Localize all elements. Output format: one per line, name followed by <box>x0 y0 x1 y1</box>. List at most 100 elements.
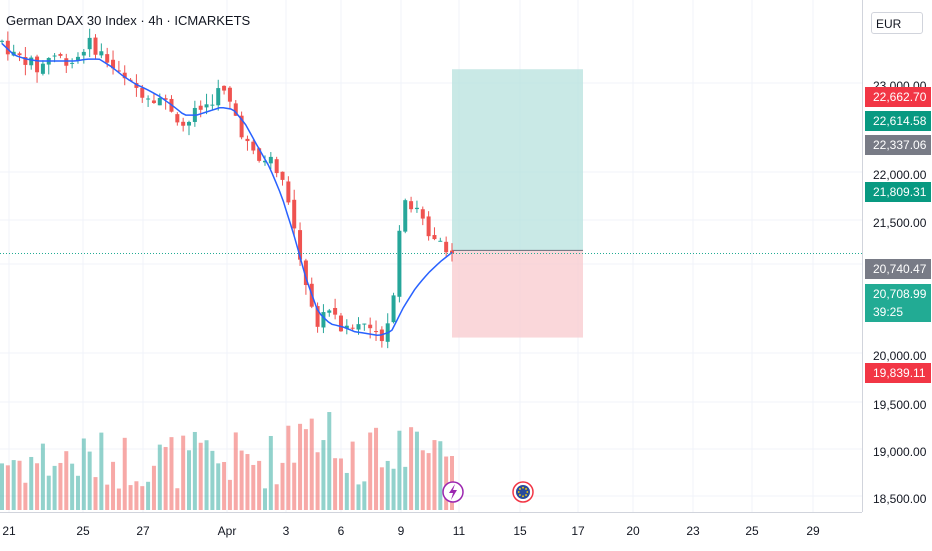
candle <box>268 152 273 170</box>
time-tick: 29 <box>806 524 820 538</box>
candle <box>362 323 367 331</box>
volume-bar <box>70 463 75 510</box>
candle <box>175 112 180 126</box>
volume-bar <box>327 412 332 510</box>
candle-body <box>134 83 139 88</box>
candle-body <box>432 235 437 240</box>
chart-title: German DAX 30 Index · 4h · ICMARKETS <box>6 13 251 28</box>
candle-body <box>233 103 238 116</box>
candle <box>99 43 104 59</box>
candle-body <box>111 59 116 69</box>
candle-body <box>444 241 449 253</box>
volume-bar <box>227 479 232 510</box>
volume-bar <box>40 443 45 510</box>
volume-bar <box>309 418 314 510</box>
volume-bar <box>75 475 80 510</box>
candle-body <box>222 85 227 91</box>
candle <box>5 31 10 61</box>
currency-selector[interactable]: EUR <box>871 12 923 34</box>
volume-bar <box>362 481 367 510</box>
candle-body <box>391 295 396 323</box>
volume-bar <box>111 461 116 510</box>
candle-body <box>362 323 367 325</box>
volume-bar <box>163 446 168 510</box>
candle-body <box>99 51 104 56</box>
candle-body <box>414 207 419 210</box>
volume-bar <box>292 462 297 510</box>
candle <box>403 198 408 234</box>
candle-body <box>0 40 4 42</box>
volume-bar <box>175 488 180 510</box>
chart-area[interactable]: German DAX 30 Index · 4h · ICMARKETS <box>0 0 862 512</box>
candle <box>397 225 402 303</box>
time-tick: 11 <box>452 524 466 538</box>
volume-bar <box>210 450 215 510</box>
volume-bar <box>0 463 4 510</box>
candle-body <box>70 62 75 64</box>
candle <box>87 28 92 58</box>
time-tick: 23 <box>686 524 700 538</box>
event-markers <box>442 481 534 503</box>
volume-bar <box>23 482 28 510</box>
time-tick: 27 <box>136 524 150 538</box>
volume-bar <box>151 465 156 510</box>
candle <box>251 139 256 155</box>
candle-body <box>420 209 425 219</box>
candle <box>75 52 80 64</box>
candle <box>210 94 215 111</box>
stop-zone <box>452 250 583 338</box>
candle <box>385 313 390 349</box>
volume-bar <box>338 458 343 510</box>
candle <box>187 120 192 136</box>
price-tick: 18,500.00 <box>873 492 927 506</box>
candle <box>204 93 209 115</box>
candle-body <box>251 141 256 151</box>
candle <box>111 50 116 75</box>
time-axis[interactable]: 21 25 27 Apr 3 6 9 11 15 17 20 23 25 29 <box>0 512 862 551</box>
candle-body <box>350 327 355 329</box>
volume-bar <box>397 430 402 510</box>
volume-bar <box>274 484 279 510</box>
volume-bar <box>344 472 349 510</box>
volume-bar <box>251 464 256 510</box>
time-tick: 3 <box>282 524 290 538</box>
volume-bar <box>385 460 390 510</box>
volume-bar <box>350 441 355 510</box>
candle-body <box>187 121 192 126</box>
candle-body <box>23 56 28 65</box>
candle-body <box>75 56 80 61</box>
chart-canvas[interactable] <box>0 0 862 512</box>
price-axis[interactable]: EUR 23,000.00 22,000.00 21,500.00 20,000… <box>862 0 932 512</box>
volume-bar <box>52 465 57 510</box>
volume-bar <box>379 467 384 510</box>
candle-body <box>298 230 303 260</box>
candle <box>134 74 139 97</box>
candle-body <box>140 87 145 98</box>
candle <box>222 85 227 95</box>
candle-body <box>245 138 250 142</box>
position-tool <box>452 69 583 338</box>
volume-bar <box>444 456 449 510</box>
volume-bar <box>374 427 379 510</box>
candle-body <box>64 58 69 66</box>
volume-bar <box>58 462 63 510</box>
volume-bar <box>187 450 192 510</box>
volume-bar <box>233 432 238 510</box>
candle <box>420 206 425 226</box>
moving-average-line <box>1 43 453 336</box>
candle <box>58 52 63 59</box>
time-tick: Apr <box>217 524 237 538</box>
candle <box>93 34 98 59</box>
candle-body <box>93 37 98 55</box>
candle <box>81 49 86 64</box>
candle <box>40 60 45 76</box>
candle <box>70 58 75 69</box>
candle-body <box>81 51 86 56</box>
candle-body <box>344 325 349 329</box>
candle-body <box>303 260 308 286</box>
volume-bar <box>105 484 110 510</box>
candle <box>450 243 454 262</box>
volume-bar <box>11 460 16 510</box>
candle <box>333 298 338 320</box>
candle-body <box>40 63 45 74</box>
